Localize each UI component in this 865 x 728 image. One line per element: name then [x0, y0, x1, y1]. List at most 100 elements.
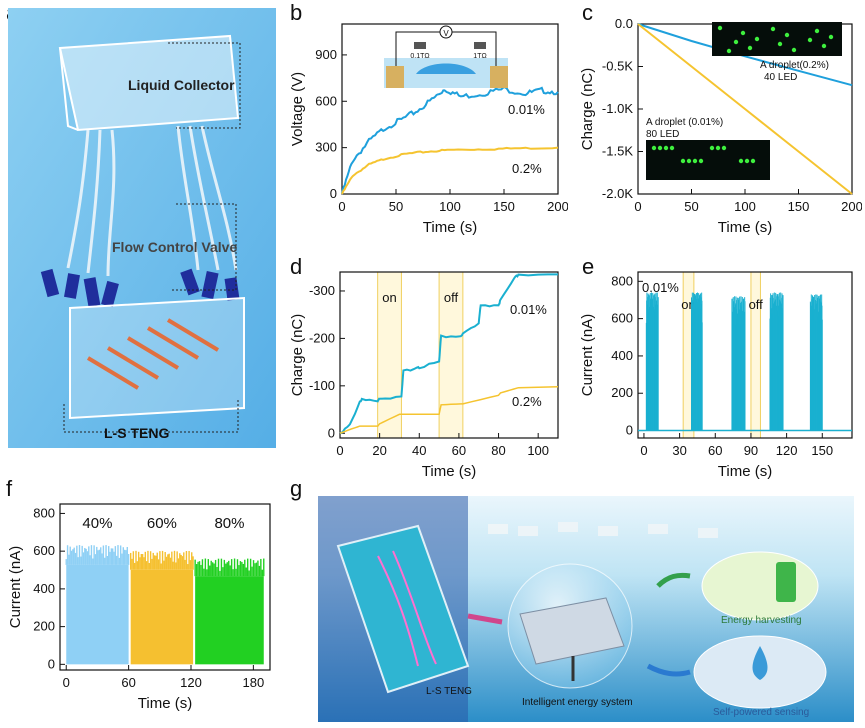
- x-tick-label: 180: [243, 675, 265, 690]
- led-dot: [692, 158, 698, 164]
- led-dot: [680, 158, 686, 164]
- y-tick-label: -200: [309, 330, 335, 345]
- x-tick-label: 60: [452, 443, 466, 458]
- electrode-right: [490, 66, 508, 88]
- state-band: [683, 272, 694, 438]
- x-tick-label: 0: [634, 199, 641, 214]
- current-band: [195, 576, 264, 665]
- voltmeter-label: V: [443, 29, 449, 38]
- chart-c: 0 50 100 150 200 0.0 -0.5K -1.0K -1.5K -2.0K Time …: [579, 16, 862, 236]
- resistor-1: [414, 42, 426, 49]
- current-burst: [809, 294, 823, 431]
- x-axis-label: Time (s): [718, 219, 772, 236]
- led-dot: [738, 158, 744, 164]
- led-dot: [657, 145, 663, 151]
- electrode-left: [386, 66, 404, 88]
- x-tick-label: 0: [640, 443, 647, 458]
- led-dot: [777, 41, 783, 47]
- series-line-0-01pct: [637, 23, 853, 195]
- y-tick-label: 0.0: [615, 16, 633, 31]
- y-tick-label: -1.0K: [602, 101, 633, 116]
- x-tick-label: 60: [708, 443, 722, 458]
- led-dot: [744, 158, 750, 164]
- y-tick-label: -100: [309, 378, 335, 393]
- series-label-0-01pct: 0.01%: [510, 302, 547, 317]
- panel-letter-b: b: [290, 0, 303, 25]
- led-dot: [721, 145, 727, 151]
- state-band: [750, 272, 761, 438]
- plot-frame: [637, 271, 853, 439]
- y-tick-label: 800: [611, 273, 633, 288]
- current-burst: [691, 292, 703, 431]
- led-dot: [663, 145, 669, 151]
- x-tick-label: 120: [776, 443, 798, 458]
- voltmeter-icon: [439, 25, 453, 39]
- label-energy-harvesting: Energy harvesting: [721, 615, 802, 626]
- led-dot: [750, 158, 756, 164]
- y-tick-label: 800: [33, 505, 55, 520]
- current-band: [66, 564, 129, 665]
- plot-frame: [339, 271, 559, 439]
- x-tick-label: 80: [491, 443, 505, 458]
- y-tick-label: 0: [330, 186, 337, 201]
- led-dot: [709, 145, 715, 151]
- led-image-top: [712, 22, 842, 56]
- legend-0-01pct: 0.01%: [642, 280, 679, 295]
- led-dot: [784, 32, 790, 38]
- y-tick-label: 600: [315, 93, 337, 108]
- annotation-bottom-label: A droplet (0.01%): [646, 117, 723, 128]
- plot-frame: [59, 503, 271, 671]
- current-burst: [769, 292, 784, 431]
- current-burst: [731, 296, 746, 431]
- y-tick-label: 0: [626, 423, 633, 438]
- y-axis-label: Charge (nC): [579, 68, 596, 151]
- x-tick-label: 150: [788, 199, 810, 214]
- x-axis-label: Time (s): [138, 695, 192, 712]
- led-dot: [733, 39, 739, 45]
- band-label-off: off: [749, 297, 764, 312]
- led-dot: [717, 25, 723, 31]
- series-line-0-01pct: [339, 273, 558, 435]
- series-label-60pct: 60%: [147, 515, 177, 532]
- series-line-0-2pct: [637, 23, 853, 87]
- x-tick-label: 30: [672, 443, 686, 458]
- label-intelligent-energy-system: Intelligent energy system: [522, 697, 633, 708]
- x-tick-label: 200: [841, 199, 862, 214]
- circuit-inset: V 0.1TΩ 1TΩ: [384, 25, 508, 88]
- chart-d: on off 0 20 40 60 80 100 0 -100 -200 -300 Time (s) Ch…: [289, 271, 559, 480]
- led-dot: [791, 47, 797, 53]
- y-tick-label: -300: [309, 283, 335, 298]
- y-tick-label: 0: [328, 425, 335, 440]
- y-tick-label: 200: [611, 385, 633, 400]
- x-tick-label: 20: [372, 443, 386, 458]
- x-tick-label: 0: [63, 675, 70, 690]
- y-tick-label: 900: [315, 47, 337, 62]
- annotation-top-label: A droplet(0.2%): [760, 60, 829, 71]
- label-ls-teng: L-S TENG: [104, 425, 169, 441]
- series-line-0-2pct: [339, 386, 559, 434]
- y-tick-label: 600: [33, 543, 55, 558]
- x-tick-label: 90: [744, 443, 758, 458]
- y-axis-label: Charge (nC): [289, 314, 306, 397]
- annotation-top-led: 40 LED: [764, 72, 797, 83]
- label-g-ls-teng: L-S TENG: [426, 686, 472, 697]
- x-axis-label: Time (s): [423, 219, 477, 236]
- x-tick-label: 100: [734, 199, 756, 214]
- series-label-0-01pct: 0.01%: [508, 102, 545, 117]
- y-tick-label: -0.5K: [602, 59, 633, 74]
- x-tick-label: 60: [121, 675, 135, 690]
- series-block-80pct: [194, 558, 265, 665]
- led-dot: [698, 158, 704, 164]
- resistor-1-label: 0.1TΩ: [410, 53, 429, 60]
- y-tick-label: 0: [48, 656, 55, 671]
- led-dot: [726, 48, 732, 54]
- led-dot: [754, 36, 760, 42]
- y-tick-label: 400: [33, 581, 55, 596]
- annotation-bottom-led: 80 LED: [646, 129, 679, 140]
- panel-letter-d: d: [290, 254, 303, 279]
- x-tick-label: 50: [684, 199, 698, 214]
- led-dot: [828, 34, 834, 40]
- x-tick-label: 40: [412, 443, 426, 458]
- y-axis-label: Current (nA): [7, 546, 24, 629]
- y-tick-label: -1.5K: [602, 144, 633, 159]
